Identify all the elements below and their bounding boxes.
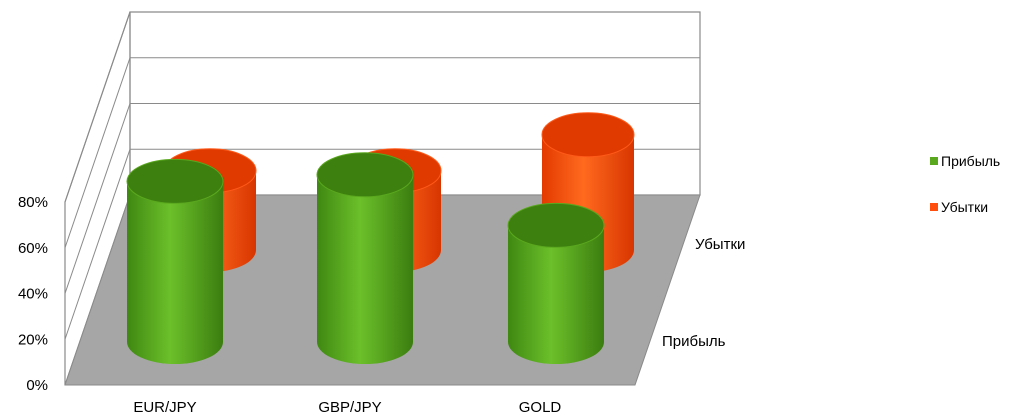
bar-profit[interactable]: [507, 202, 605, 364]
side-gridline: [64, 149, 131, 340]
bar-top: [507, 202, 605, 248]
y-tick-label: 20%: [18, 331, 48, 348]
depth-axis-ticks: Прибыль Убытки: [662, 236, 745, 350]
x-tick-label: GOLD: [519, 399, 562, 416]
side-gridline: [64, 103, 131, 294]
depth-tick-label: Прибыль: [662, 333, 726, 350]
side-gridline: [64, 11, 131, 203]
legend-swatch-loss: [930, 203, 938, 211]
bar-body: [127, 181, 223, 364]
legend-label-loss: Убытки: [941, 199, 989, 215]
x-tick-label: GBP/JPY: [318, 399, 381, 416]
y-tick-label: 60%: [18, 240, 48, 257]
y-tick-label: 40%: [18, 286, 48, 303]
legend: Прибыль Убытки: [930, 152, 1010, 244]
bar-profit[interactable]: [316, 152, 414, 364]
bar-profit[interactable]: [126, 158, 224, 364]
x-axis-ticks: EUR/JPY GBP/JPY GOLD: [133, 399, 561, 416]
bar-body: [317, 174, 413, 364]
bars: [126, 112, 635, 364]
legend-item-profit[interactable]: Прибыль: [930, 152, 1010, 170]
bar-top: [126, 158, 224, 204]
legend-swatch-profit: [930, 157, 938, 165]
legend-label-profit: Прибыль: [941, 153, 1001, 169]
legend-item-loss[interactable]: Убытки: [930, 198, 1010, 216]
side-gridline: [64, 57, 131, 248]
y-axis-ticks: 0% 20% 40% 60% 80%: [18, 194, 48, 394]
bar-body: [508, 225, 604, 364]
depth-tick-label: Убытки: [695, 236, 745, 253]
x-tick-label: EUR/JPY: [133, 399, 196, 416]
bar-top: [541, 112, 635, 158]
bar-top: [316, 152, 414, 198]
y-tick-label: 0%: [26, 377, 48, 394]
y-tick-label: 80%: [18, 194, 48, 211]
